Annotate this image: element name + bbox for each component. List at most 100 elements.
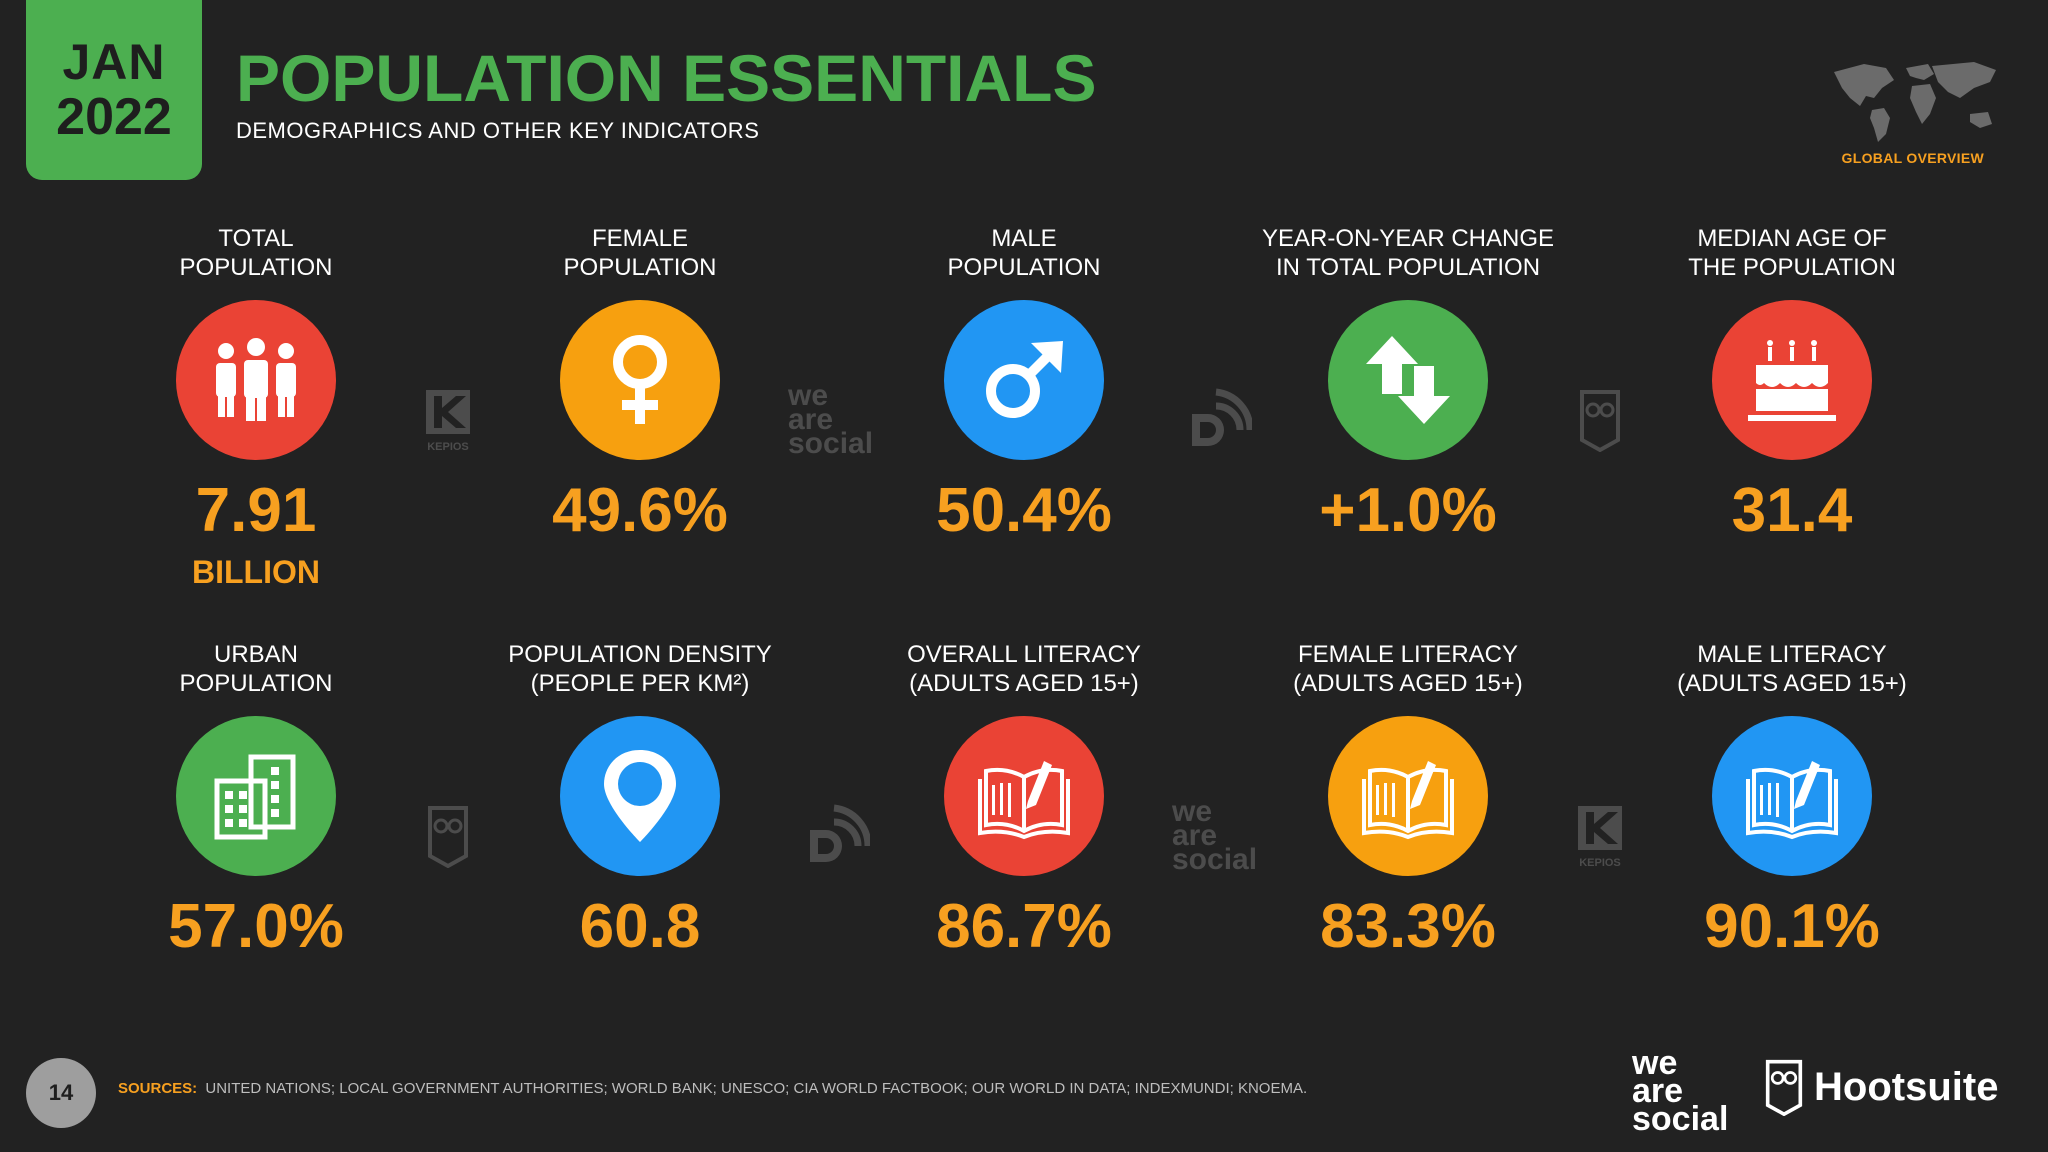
metric-value: 60.8 [579, 892, 701, 961]
kepios-watermark: KEPIOS [424, 388, 472, 453]
we-are-social-logo: we are social [1632, 1044, 1729, 1138]
wm-word: are [1172, 819, 1218, 852]
wm-word: we [788, 379, 829, 412]
kepios-watermark-label: KEPIOS [1579, 857, 1621, 869]
sources-text: UNITED NATIONS; LOCAL GOVERNMENT AUTHORI… [205, 1080, 1308, 1097]
we-are-social-watermark: we are social [788, 379, 874, 460]
metric-label-line-2: (ADULTS AGED 15+) [909, 670, 1139, 697]
metric-label: MEDIAN AGE OF THE POPULATION [1632, 224, 1952, 282]
metric-label-line-2: POPULATION [563, 254, 717, 281]
wm-word: social [1172, 843, 1258, 876]
metric-population-density: POPULATION DENSITY (PEOPLE PER KM²) 60.8 [480, 640, 800, 958]
metric-female-literacy: FEMALE LITERACY (ADULTS AGED 15+) 83.3% [1248, 640, 1568, 958]
open-book-icon [1712, 716, 1872, 876]
metric-value: 86.7% [936, 892, 1112, 961]
datareportal-logo-icon [810, 804, 872, 862]
metric-label: POPULATION DENSITY (PEOPLE PER KM²) [480, 640, 800, 698]
kepios-watermark: KEPIOS [1576, 804, 1624, 869]
metric-label-line-2: (PEOPLE PER KM²) [530, 670, 750, 697]
metric-label-line-2: (ADULTS AGED 15+) [1293, 670, 1523, 697]
owl-logo-icon [1580, 390, 1620, 453]
world-map-icon [1834, 62, 1996, 142]
metric-label-line-1: YEAR-ON-YEAR CHANGE [1261, 225, 1555, 252]
kepios-watermark-label: KEPIOS [427, 441, 469, 453]
metric-label: MALE LITERACY (ADULTS AGED 15+) [1632, 640, 1952, 698]
datareportal-watermark [1188, 386, 1254, 455]
metric-label-line-1: MALE LITERACY [1697, 641, 1887, 668]
metric-value: 49.6% [552, 476, 728, 545]
sources-footnote: SOURCES: UNITED NATIONS; LOCAL GOVERNMEN… [118, 1080, 1307, 1097]
metric-label-line-1: FEMALE LITERACY [1297, 641, 1519, 668]
owl-logo-icon [1765, 1059, 1803, 1116]
metric-label-line-1: TOTAL [218, 225, 294, 252]
metric-label-line-1: POPULATION DENSITY [508, 641, 772, 668]
metric-label-line-1: FEMALE [591, 225, 689, 252]
hootsuite-watermark [426, 804, 470, 873]
metric-label: FEMALE POPULATION [480, 224, 800, 282]
metric-label: MALE POPULATION [864, 224, 1184, 282]
brand-word: social [1632, 1099, 1729, 1138]
metric-label-line-2: IN TOTAL POPULATION [1275, 254, 1541, 281]
metric-value: 50.4% [936, 476, 1112, 545]
date-badge: JAN 2022 [26, 0, 202, 180]
up-down-arrows-icon [1328, 300, 1488, 460]
page-subtitle: DEMOGRAPHICS AND OTHER KEY INDICATORS [236, 118, 760, 143]
date-year: 2022 [56, 88, 172, 146]
metric-unit: BILLION [192, 554, 320, 590]
metric-value: 90.1% [1704, 892, 1880, 961]
metric-overall-literacy: OVERALL LITERACY (ADULTS AGED 15+) 86.7% [864, 640, 1184, 958]
metric-value: +1.0% [1319, 476, 1497, 545]
wm-word: social [788, 427, 874, 460]
brand-word: are [1632, 1071, 1684, 1110]
datareportal-logo-icon [1192, 388, 1254, 446]
metric-label-line-1: MEDIAN AGE OF [1697, 225, 1887, 252]
we-are-social-watermark: we are social [1172, 795, 1258, 876]
buildings-icon [176, 716, 336, 876]
date-month: JAN [62, 34, 166, 90]
metric-value: 31.4 [1731, 476, 1853, 545]
metric-label-line-2: (ADULTS AGED 15+) [1677, 670, 1907, 697]
metric-urban-population: URBAN POPULATION 57.0% [96, 640, 416, 958]
metric-label: YEAR-ON-YEAR CHANGE IN TOTAL POPULATION [1248, 224, 1568, 282]
metric-median-age: MEDIAN AGE OF THE POPULATION 31.4 [1632, 224, 1952, 542]
page-number: 14 [26, 1058, 96, 1128]
metric-label-line-2: POPULATION [179, 670, 333, 697]
metric-male-population: MALE POPULATION 50.4% [864, 224, 1184, 542]
metric-label-line-1: OVERALL LITERACY [907, 641, 1141, 668]
section-label: GLOBAL OVERVIEW [1841, 150, 1984, 166]
metric-label: OVERALL LITERACY (ADULTS AGED 15+) [864, 640, 1184, 698]
wm-word: are [788, 403, 834, 436]
people-icon [176, 300, 336, 460]
datareportal-watermark [806, 802, 872, 871]
hootsuite-wordmark: Hootsuite [1814, 1064, 1999, 1109]
metric-value: 7.91 [195, 476, 317, 545]
map-pin-icon [560, 716, 720, 876]
brand-word: we [1632, 1044, 1678, 1082]
sources-label: SOURCES: [118, 1080, 198, 1097]
metric-value: 57.0% [168, 892, 344, 961]
hootsuite-watermark [1578, 388, 1622, 457]
metric-label-line-2: THE POPULATION [1688, 254, 1896, 281]
metric-total-population: TOTAL POPULATION 7.91 BILLION [96, 224, 416, 588]
wm-word: we [1172, 795, 1213, 828]
metric-label-line-1: MALE [991, 225, 1057, 252]
open-book-icon [1328, 716, 1488, 876]
birthday-cake-icon [1712, 300, 1872, 460]
metric-label-line-1: URBAN [213, 641, 298, 668]
metric-label-line-2: POPULATION [947, 254, 1101, 281]
kepios-logo-icon [426, 390, 470, 434]
metric-population-change: YEAR-ON-YEAR CHANGE IN TOTAL POPULATION … [1248, 224, 1568, 542]
metric-label: TOTAL POPULATION [96, 224, 416, 282]
owl-logo-icon [428, 806, 468, 869]
male-symbol-icon [944, 300, 1104, 460]
metric-value: 83.3% [1320, 892, 1496, 961]
page-title: POPULATION ESSENTIALS [236, 41, 1097, 115]
metric-label: URBAN POPULATION [96, 640, 416, 698]
hootsuite-logo: Hootsuite [1764, 1058, 1998, 1116]
open-book-icon [944, 716, 1104, 876]
metric-label: FEMALE LITERACY (ADULTS AGED 15+) [1248, 640, 1568, 698]
kepios-logo-icon [1578, 806, 1622, 850]
metric-male-literacy: MALE LITERACY (ADULTS AGED 15+) 90.1% [1632, 640, 1952, 958]
metric-label-line-2: POPULATION [179, 254, 333, 281]
metric-female-population: FEMALE POPULATION 49.6% [480, 224, 800, 542]
